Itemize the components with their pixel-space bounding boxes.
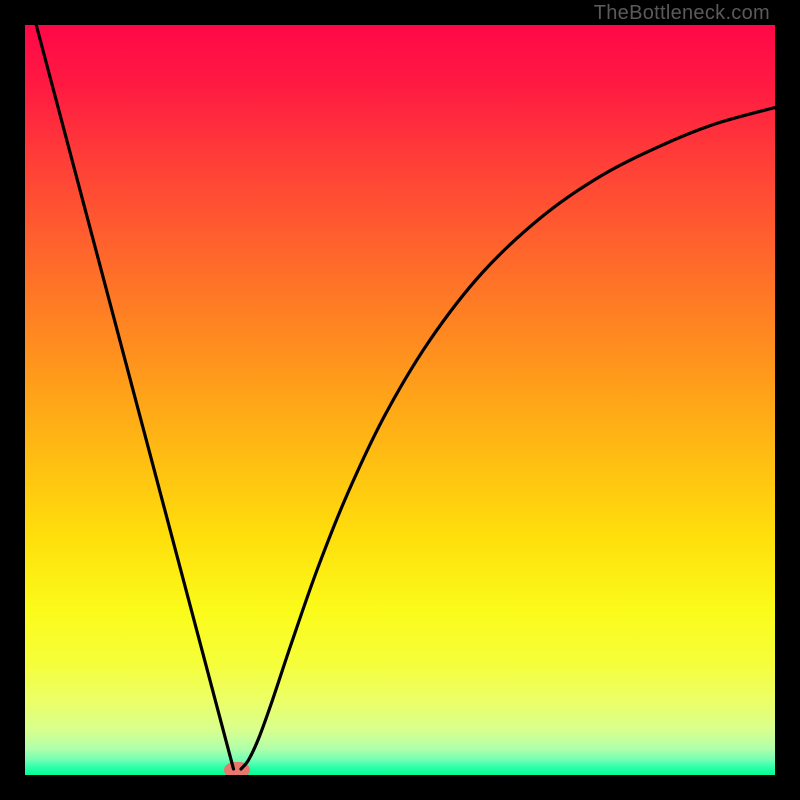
plot-area: [25, 25, 775, 775]
frame-border-right: [775, 0, 800, 800]
curve-left-branch: [36, 25, 233, 769]
watermark-text: TheBottleneck.com: [594, 2, 770, 25]
frame-border-left: [0, 0, 25, 800]
bottleneck-curve: [25, 25, 775, 775]
frame-border-bottom: [0, 775, 800, 800]
curve-right-branch: [241, 108, 775, 770]
